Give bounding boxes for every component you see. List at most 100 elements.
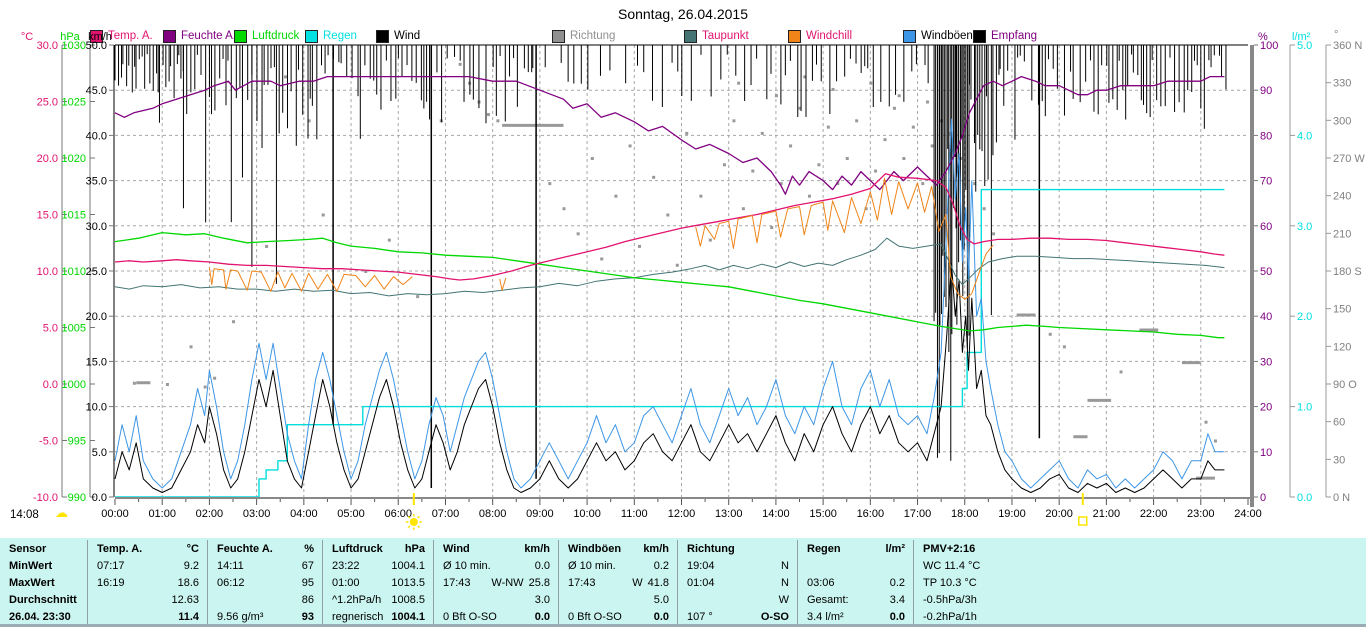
hour-label: 11:00 xyxy=(621,508,648,520)
direction-dot xyxy=(831,87,835,91)
lm2-tick-label: 4.0 xyxy=(1297,130,1312,142)
legend-color-swatch xyxy=(903,29,916,43)
series-taupunkt-line xyxy=(114,237,1225,297)
hour-label: 10:00 xyxy=(573,508,601,520)
degree-tick-label: 270 W xyxy=(1333,153,1365,165)
legend-item-5: Richtung xyxy=(552,29,615,43)
legend-color-swatch xyxy=(305,29,318,43)
sun-ray xyxy=(417,515,421,519)
direction-dot xyxy=(921,182,925,186)
hour-label: 01:00 xyxy=(148,508,176,520)
hour-label: 18:00 xyxy=(951,508,979,520)
kmh-tick-label: 35.0 xyxy=(86,176,107,188)
celsius-tick-label: 30.0 xyxy=(37,40,58,52)
table-row-label: Sensor xyxy=(9,542,47,555)
legend-item-3: Regen xyxy=(305,29,357,43)
direction-dot xyxy=(779,182,783,186)
direction-dot xyxy=(189,345,193,349)
hpa-tick-label: 1025 xyxy=(62,97,86,109)
direction-dot xyxy=(874,169,878,173)
direction-dot xyxy=(628,144,632,148)
table-cell-pmv-2-16: PMV+2:16 xyxy=(913,540,1366,557)
sun-ray xyxy=(417,525,421,529)
moon-time-label: 14:08 xyxy=(10,509,39,521)
table-cell-richtung: Richtung xyxy=(677,540,797,557)
sunrise-sun-icon xyxy=(409,518,418,526)
table-cell-regen: 03:06 0.2 xyxy=(797,574,913,591)
direction-dot xyxy=(576,232,580,236)
percent-tick-label: 40 xyxy=(1260,311,1272,323)
table-cell-wind: 0 Bft O-SO 0.0 xyxy=(433,608,558,625)
direction-dot xyxy=(770,226,774,230)
table-cell-luftdruck: regnerisch 1004.1 xyxy=(322,608,433,625)
table-row: MinWert 07:17 9.2 14:11 67 23:22 1004.1 Ø 10 mi… xyxy=(0,557,1366,574)
degree-tick-label: 90 O xyxy=(1333,379,1357,391)
legend-color-swatch xyxy=(234,29,247,43)
table-cell-temp-a-: Temp. A. °C xyxy=(87,540,207,557)
legend-item-2: Luftdruck xyxy=(234,29,299,43)
degree-axis-header: ° xyxy=(1334,29,1338,41)
direction-dot xyxy=(883,138,887,142)
kmh-tick-label: 15.0 xyxy=(86,356,107,368)
percent-tick-label: 20 xyxy=(1260,402,1272,414)
percent-tick-label: 100 xyxy=(1260,40,1278,52)
chart-legend: Temp. A. Feuchte A. Luftdruck Regen Wind Rich… xyxy=(0,29,1366,45)
series-wind-line xyxy=(114,263,1225,493)
degree-tick-label: 360 N xyxy=(1333,40,1362,52)
page-title: Sonntag, 26.04.2015 xyxy=(617,6,748,22)
series-windchill-line xyxy=(208,267,413,292)
table-cell-luftdruck: 01:00 1013.5 xyxy=(322,574,433,591)
legend-item-8: Windböen xyxy=(903,29,973,43)
series-temp-a--line xyxy=(114,173,1225,281)
direction-dot xyxy=(902,157,906,160)
legend-item-label: Taupunkt xyxy=(702,30,749,42)
table-cell-temp-a-: 07:17 9.2 xyxy=(87,557,207,574)
direction-dot xyxy=(265,244,269,248)
sun-ray xyxy=(407,515,411,519)
direction-dot xyxy=(897,94,901,98)
celsius-tick-label: 25.0 xyxy=(37,97,58,109)
table-cell-pmv-2-16: -0.5hPa/3h xyxy=(913,591,1366,608)
legend-item-9: Empfang xyxy=(973,29,1037,43)
hour-label: 00:00 xyxy=(101,508,129,520)
kmh-tick-label: 50.0 xyxy=(86,40,107,52)
table-cell-regen: Gesamt: 3.4 xyxy=(797,591,913,608)
direction-dot xyxy=(416,295,420,299)
lm2-tick-label: 1.0 xyxy=(1297,402,1312,414)
table-cell-feuchte-a-: 14:11 67 xyxy=(207,557,322,574)
direction-dot xyxy=(737,81,741,85)
direction-dot xyxy=(836,182,840,186)
degree-tick-label: 210 xyxy=(1333,228,1351,240)
direction-dot xyxy=(774,94,778,98)
hour-label: 13:00 xyxy=(715,508,743,520)
table-cell-richtung: 19:04 N xyxy=(677,557,797,574)
legend-color-swatch xyxy=(684,29,697,43)
direction-dot xyxy=(789,144,793,148)
lm2-tick-label: 5.0 xyxy=(1297,40,1312,52)
series-regen-line xyxy=(115,188,1225,498)
table-cell-feuchte-a-: Feuchte A.% xyxy=(207,540,322,557)
direction-dot xyxy=(590,157,594,160)
hour-label: 05:00 xyxy=(337,508,365,520)
celsius-tick-label: 5.0 xyxy=(43,323,58,335)
degree-tick-label: 150 xyxy=(1333,304,1351,316)
hpa-tick-label: 1030 xyxy=(62,40,86,52)
table-row: 26.04. 23:30 11.4 9.56 g/m³ 93 regnerisch 100… xyxy=(0,608,1366,625)
hour-label: 08:00 xyxy=(479,508,507,520)
legend-item-label: Windchill xyxy=(806,30,853,42)
direction-dot xyxy=(992,232,996,236)
table-cell-temp-a-: 16:19 18.6 xyxy=(87,574,207,591)
direction-dot xyxy=(1048,332,1052,336)
direction-dot xyxy=(982,207,986,211)
legend-color-swatch xyxy=(552,29,565,43)
legend-color-swatch xyxy=(376,29,389,43)
legend-color-swatch xyxy=(788,29,801,43)
table-cell-feuchte-a-: 06:12 95 xyxy=(207,574,322,591)
table-cell-wind: 3.0 xyxy=(433,591,558,608)
direction-dot xyxy=(232,320,236,324)
hour-label: 06:00 xyxy=(384,508,412,520)
direction-dot xyxy=(132,381,136,385)
direction-dot xyxy=(864,207,868,211)
sensor-statistics-table: Sensor Temp. A. °C Feuchte A.% Luftdruck hPa W… xyxy=(0,538,1366,626)
direction-dot xyxy=(638,244,642,248)
